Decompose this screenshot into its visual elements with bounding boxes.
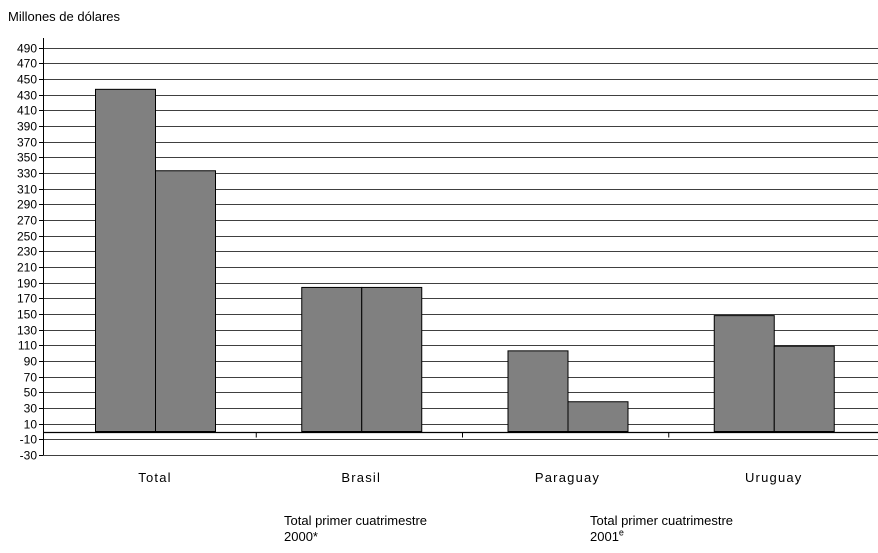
y-tick-label: 110 <box>18 339 37 353</box>
bar-uruguay-series-1 <box>713 315 775 433</box>
legend-series-1-line-1: Total primer cuatrimestre <box>284 513 428 528</box>
x-tick-label: Uruguay <box>745 470 803 485</box>
y-tick-label: -10 <box>20 433 38 447</box>
bar-total-series-1 <box>95 88 156 433</box>
x-tick-label: Brasil <box>341 470 381 485</box>
bar-paraguay-series-1 <box>507 350 569 433</box>
y-axis-label: Millones de dólares <box>8 9 121 24</box>
y-tick-label: 470 <box>17 57 37 71</box>
legend-series-1: Total primer cuatrimestre 2000* <box>284 513 427 545</box>
y-tick-label: 390 <box>17 120 37 134</box>
legend-series-2-line-2: 2001 <box>590 529 619 544</box>
bar-uruguay-series-2 <box>773 345 835 433</box>
legend-series-2-line-2-wrap: 2001e <box>590 527 733 545</box>
y-tick-label: 410 <box>17 104 37 118</box>
y-tick-label: 370 <box>17 136 37 150</box>
legend-series-1-line-2: 2000* <box>284 529 318 544</box>
y-tick-label: 290 <box>17 198 37 212</box>
y-tick-label: 50 <box>24 386 38 400</box>
x-tick-label: Total <box>138 470 171 485</box>
bar-brasil-series-2 <box>361 286 423 433</box>
y-tick-label: 310 <box>17 183 37 197</box>
bar-total-series-2 <box>155 170 216 433</box>
y-tick-label: 270 <box>17 214 37 228</box>
y-tick-label: 150 <box>17 308 37 322</box>
bar-brasil-series-1 <box>301 286 363 433</box>
bar-paraguay-series-2 <box>567 401 629 433</box>
y-tick-label: 30 <box>24 402 38 416</box>
y-tick-label: 430 <box>17 89 37 103</box>
y-tick-label: 210 <box>17 261 37 275</box>
y-tick-label: 170 <box>17 292 37 306</box>
legend-series-2: Total primer cuatrimestre 2001e <box>590 513 733 545</box>
y-tick-label: 450 <box>17 73 37 87</box>
y-tick-label: -30 <box>20 449 38 463</box>
y-tick-label: 190 <box>17 277 37 291</box>
y-tick-label: 490 <box>17 42 37 56</box>
legend-series-2-line-1: Total primer cuatrimestre <box>590 513 734 528</box>
y-tick-label: 90 <box>24 355 38 369</box>
y-tick-label: 230 <box>17 245 37 259</box>
legend-series-2-superscript: e <box>618 527 624 538</box>
y-tick-label: 10 <box>24 418 38 432</box>
y-tick-label: 70 <box>24 371 38 385</box>
x-tick-label: Paraguay <box>535 470 600 485</box>
y-tick-label: 130 <box>17 324 37 338</box>
y-tick-label: 330 <box>17 167 37 181</box>
y-tick-label: 250 <box>17 230 37 244</box>
y-tick-label: 350 <box>17 151 37 165</box>
